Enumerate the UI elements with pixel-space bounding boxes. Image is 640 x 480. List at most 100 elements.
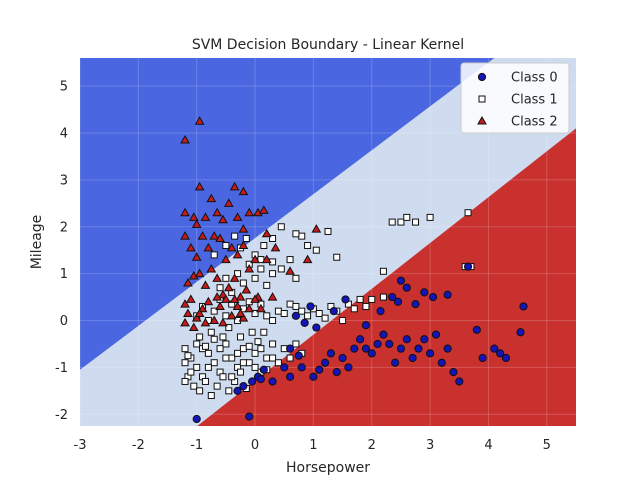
point-class-2-50 (226, 310, 237, 320)
point-class-0-43 (388, 292, 397, 302)
point-class-2-9 (232, 212, 243, 221)
y-tick-label-1: -1 (55, 361, 68, 376)
point-class-2-70 (238, 224, 249, 233)
point-class-2-71 (212, 207, 222, 217)
point-class-1-88 (263, 281, 271, 289)
point-class-1-33 (210, 335, 218, 343)
point-class-2-59 (212, 292, 222, 301)
point-class-1-58 (251, 309, 259, 317)
y-tick-label-0: -2 (55, 408, 68, 423)
point-class-1-4 (204, 349, 212, 357)
point-class-2-4 (194, 181, 205, 191)
point-class-2-62 (235, 308, 246, 317)
point-class-1-105 (324, 227, 332, 235)
point-class-0-27 (408, 353, 417, 363)
y-tick-label-2: 0 (60, 314, 68, 329)
x-tick-label-4: 1 (309, 438, 317, 453)
point-class-1-106 (333, 253, 341, 261)
point-class-2-41 (180, 299, 190, 308)
point-class-1-40 (251, 363, 259, 371)
point-class-1-12 (251, 349, 259, 357)
point-class-2-14 (180, 231, 190, 240)
point-class-1-124 (225, 324, 233, 332)
point-class-2-18 (203, 242, 214, 252)
point-class-0-52 (291, 311, 301, 320)
point-class-0-40 (501, 353, 511, 363)
x-tick-label-1: -2 (132, 438, 145, 453)
point-class-1-97 (260, 242, 268, 250)
point-class-2-48 (215, 301, 225, 310)
point-class-1-127 (254, 338, 262, 346)
point-class-0-22 (379, 330, 388, 339)
point-class-0-61 (294, 351, 303, 360)
point-class-0-54 (329, 307, 338, 316)
point-class-0-28 (414, 344, 423, 353)
point-class-1-121 (201, 342, 209, 350)
point-class-1-91 (222, 242, 230, 250)
class-2-region (197, 128, 576, 426)
y-tick-label-4: 2 (60, 220, 68, 235)
point-class-1-120 (196, 333, 204, 341)
point-class-1-60 (263, 312, 271, 320)
point-class-1-86 (251, 274, 259, 282)
point-class-0-53 (300, 318, 309, 327)
point-class-2-16 (191, 252, 202, 261)
point-class-1-15 (269, 340, 277, 348)
point-class-1-118 (379, 267, 387, 275)
point-class-2-38 (235, 292, 246, 301)
point-class-1-122 (207, 328, 215, 336)
point-class-0-44 (393, 297, 403, 306)
point-class-0-58 (312, 323, 321, 332)
point-class-0-1 (245, 412, 254, 421)
point-class-0-29 (420, 335, 429, 344)
point-class-0-30 (426, 349, 435, 358)
point-class-2-1 (194, 116, 205, 125)
y-tick-label-5: 3 (60, 173, 68, 188)
point-class-0-33 (443, 344, 452, 353)
point-class-1-70 (321, 314, 329, 322)
point-class-0-26 (402, 335, 411, 344)
point-class-2-61 (229, 294, 240, 303)
point-class-1-99 (277, 265, 285, 273)
point-class-2-63 (256, 303, 266, 313)
point-class-2-31 (194, 268, 205, 278)
series-class-0 (192, 262, 528, 424)
point-class-1-89 (269, 270, 277, 278)
point-class-1-34 (216, 345, 224, 353)
point-class-1-39 (245, 342, 253, 350)
point-class-2-68 (261, 228, 272, 238)
point-class-0-39 (496, 349, 505, 358)
point-class-2-20 (215, 233, 225, 242)
point-class-0-0 (192, 414, 201, 424)
point-class-1-32 (204, 363, 212, 371)
point-class-2-5 (200, 212, 211, 221)
point-class-0-41 (516, 328, 525, 337)
point-class-1-36 (228, 373, 236, 381)
point-class-1-35 (222, 354, 230, 362)
y-axis-ticks: -2 -1 0 1 2 3 4 5 (55, 80, 68, 423)
point-class-1-65 (292, 302, 300, 310)
point-class-0-5 (259, 365, 268, 374)
data-points (180, 116, 528, 424)
legend-label-1: Class 1 (511, 93, 558, 108)
point-class-0-17 (350, 344, 359, 353)
point-class-2-58 (200, 317, 211, 327)
point-class-1-104 (312, 246, 320, 254)
point-class-2-17 (197, 231, 208, 240)
point-class-0-19 (361, 344, 371, 353)
point-class-2-44 (191, 313, 202, 322)
point-class-2-66 (302, 254, 313, 264)
point-class-1-108 (277, 223, 285, 231)
point-class-2-54 (250, 294, 260, 303)
point-class-1-107 (292, 230, 300, 238)
class-0-region (80, 58, 495, 370)
point-class-1-22 (213, 382, 221, 390)
point-class-2-10 (238, 186, 249, 196)
point-class-0-45 (402, 283, 411, 292)
point-class-0-48 (443, 290, 452, 299)
point-class-1-101 (292, 274, 300, 282)
point-class-0-9 (297, 363, 306, 372)
point-class-2-56 (188, 322, 199, 332)
point-class-1-73 (339, 317, 347, 325)
point-class-0-3 (239, 382, 248, 391)
